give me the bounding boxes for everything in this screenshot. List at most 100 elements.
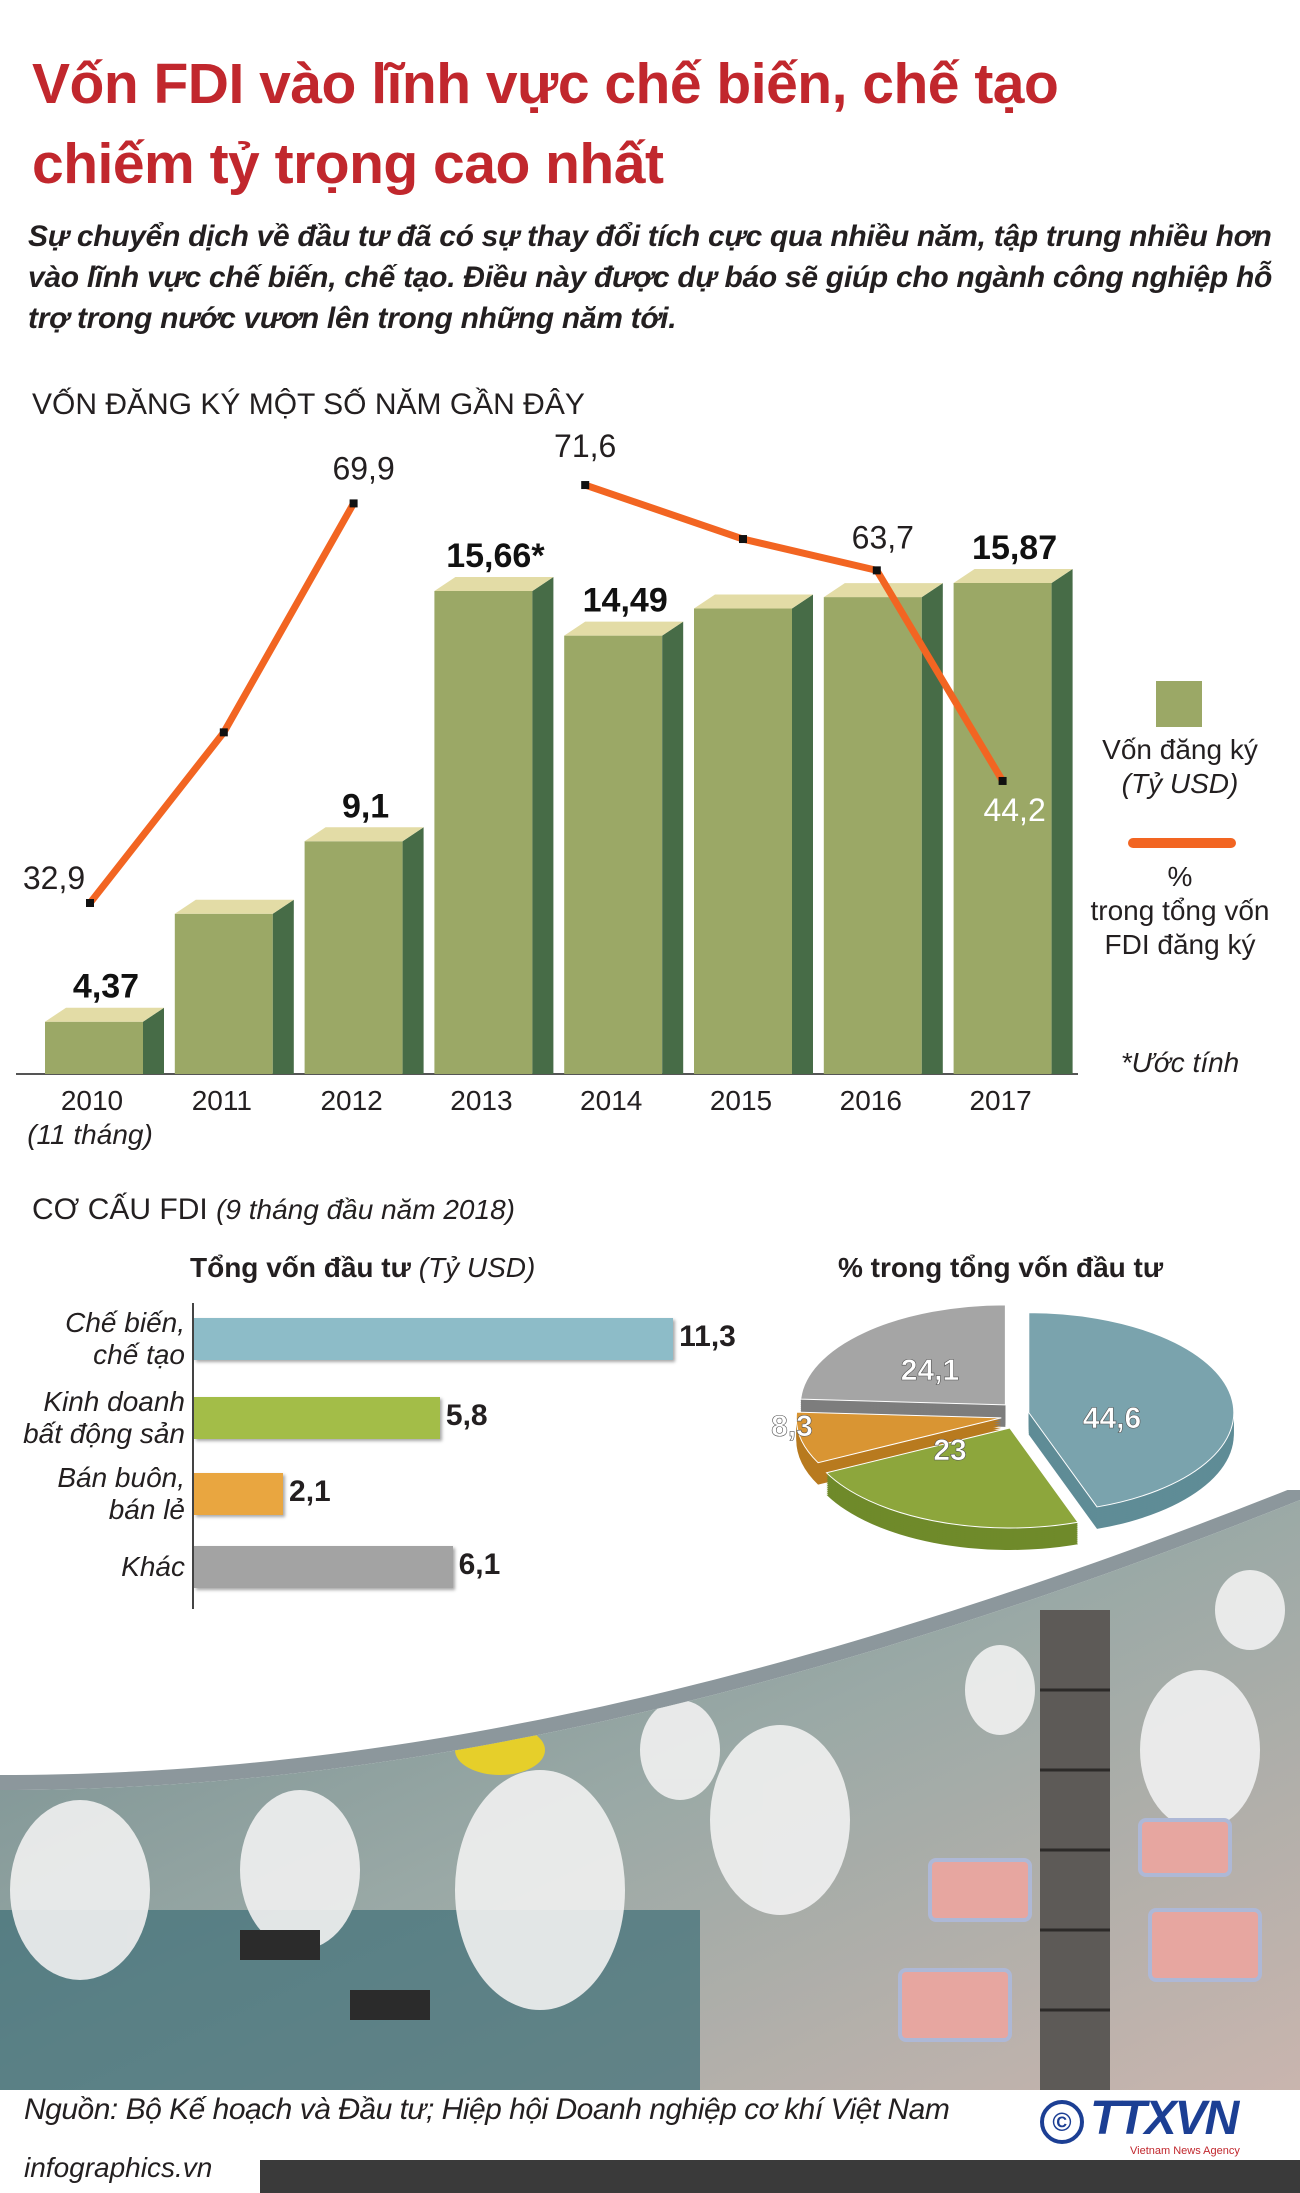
copyright-icon: ©: [1040, 2100, 1084, 2144]
pie-slice-2: [795, 1411, 1002, 1464]
category-line: bất động sản: [23, 1418, 185, 1449]
line-point-2012: [349, 499, 358, 508]
x-tick-note: (11 tháng): [27, 1119, 153, 1150]
bar-side-2010: [143, 1007, 164, 1074]
pie-label-3: 24,1: [901, 1354, 959, 1387]
x-tick-2014: 2014: [580, 1085, 642, 1116]
bar-top-2010: [45, 1007, 164, 1022]
category-line: Khác: [121, 1551, 185, 1582]
footer-band: [260, 2160, 1300, 2193]
hbar-value: 6,1: [458, 1548, 501, 1581]
ttxvn-logo-sub: Vietnam News Agency: [1130, 2145, 1240, 2157]
bar-side-2015: [792, 594, 813, 1074]
category-line: Bán buôn,: [57, 1462, 185, 1493]
legend-line-swatch: [1128, 838, 1236, 848]
hbar-category: Chế biến, chế tạo: [10, 1307, 185, 1371]
bar-2015: [694, 608, 792, 1074]
hbar-title: Tổng vốn đầu tư (Tỷ USD): [190, 1252, 536, 1283]
hbar-category: Khác: [10, 1551, 185, 1583]
line-point-2010: [86, 899, 94, 907]
x-tick-2015: 2015: [710, 1085, 772, 1116]
category-line: Kinh doanh: [43, 1386, 185, 1417]
intro-text: Sự chuyển dịch về đầu tư đã có sự thay đ…: [28, 220, 1273, 335]
bar-side-2011: [272, 899, 294, 1074]
pie-label-1: 23: [933, 1434, 966, 1467]
bar-side-2017: [1051, 568, 1073, 1074]
x-tick-2011: 2011: [192, 1085, 252, 1116]
category-line: bán lẻ: [108, 1494, 185, 1525]
footnote-estimate: *Ước tính: [1120, 1047, 1240, 1078]
line-label-2012: 69,9: [332, 450, 394, 486]
legend-bar-swatch: [1156, 681, 1202, 727]
category-line: Chế biến,: [65, 1307, 185, 1338]
hbar-value: 11,3: [679, 1320, 736, 1353]
x-tick-2017: 2017: [969, 1085, 1031, 1116]
bar-top-2015: [694, 594, 813, 609]
line-label-2010: 32,9: [23, 860, 85, 896]
bar-2010: [45, 1021, 143, 1074]
line-label-2016: 63,7: [852, 519, 914, 555]
bar-2013: [434, 590, 533, 1074]
x-tick-2012: 2012: [320, 1085, 382, 1116]
bar-side-2012: [402, 827, 424, 1074]
legend-bar-label: Vốn đăng ký (Tỷ USD): [1102, 734, 1258, 799]
bar-label-2013: 15,66*: [446, 537, 545, 575]
bar-side-2014: [662, 621, 684, 1074]
hbar-axis: [192, 1303, 194, 1609]
bar-2014: [564, 635, 663, 1074]
hbar-chart: Chế biến, chế tạo 11,3 Kinh doanh bất động s…: [0, 1295, 800, 1615]
bar-label-2014: 14,49: [583, 582, 668, 620]
hbar-bar: [194, 1473, 284, 1515]
pie-label-2: 8,3: [771, 1410, 813, 1443]
hbar-value: 2,1: [289, 1475, 331, 1508]
line-segment: [584, 481, 1006, 783]
ttxvn-logo: TTXVN: [1090, 2092, 1239, 2145]
section2-title: CƠ CẤU FDI (9 tháng đầu năm 2018): [32, 1193, 515, 1226]
line-point-2015: [739, 535, 747, 544]
bar-top-2011: [174, 899, 294, 914]
chart1-title: VỐN ĐĂNG KÝ MỘT SỐ NĂM GẦN ĐÂY: [32, 388, 585, 421]
bar-label-2012: 9,1: [342, 787, 389, 825]
page-title: Vốn FDI vào lĩnh vực chế biến, chế tạo c…: [32, 52, 1059, 196]
factory-workers-photo: [0, 1490, 1300, 2090]
pie-slice-1: [825, 1427, 1079, 1529]
line-label-2014: 71,6: [554, 430, 616, 464]
source-text: Nguồn: Bộ Kế hoạch và Đầu tư; Hiệp hội D…: [24, 2093, 950, 2126]
hbar-bar: [194, 1546, 453, 1588]
line-label-2017: 44,2: [983, 792, 1045, 828]
line-point-2016: [872, 566, 881, 575]
legend-line-label: % trong tổng vốn FDI đăng ký: [1090, 861, 1270, 960]
bar-label-2017: 15,87: [972, 529, 1057, 567]
site-name: infographics.vn: [24, 2152, 213, 2183]
line-point-2011: [219, 728, 228, 737]
pie-chart: 44,6 23 8,3 24,1: [771, 1304, 1235, 1550]
bar-2017: [953, 582, 1052, 1074]
pie-title: % trong tổng vốn đầu tư: [838, 1252, 1164, 1283]
pie-label-0: 44,6: [1083, 1402, 1141, 1435]
bar-label-2010: 4,37: [73, 968, 139, 1006]
hbar-bar: [194, 1318, 674, 1360]
hbar-category: Kinh doanh bất động sản: [10, 1386, 185, 1450]
bar-2011: [174, 913, 273, 1074]
hbar-value: 5,8: [445, 1399, 488, 1432]
line-point-2017: [998, 776, 1007, 785]
bar-top-2016: [823, 583, 943, 598]
x-tick-2013: 2013: [450, 1085, 512, 1116]
bar-top-2013: [434, 576, 554, 591]
x-tick-2010: 2010: [61, 1085, 123, 1116]
combo-chart: 4,37 2010 2011 9,1 2012 15,66* 2013 14,49 2014 20…: [16, 430, 1078, 1150]
bar-top-2017: [953, 568, 1073, 583]
bar-top-2012: [304, 827, 424, 842]
pie-slice-3: [800, 1304, 1006, 1406]
line-point-2014: [581, 481, 590, 490]
x-tick-2016: 2016: [840, 1085, 902, 1116]
bar-side-2016: [921, 583, 943, 1074]
bar-top-2014: [564, 621, 684, 636]
bar-2012: [304, 841, 403, 1074]
category-line: chế tạo: [93, 1339, 185, 1370]
hbar-category: Bán buôn, bán lẻ: [10, 1462, 185, 1526]
hbar-bar: [194, 1397, 440, 1439]
pie-slice-0: [1028, 1312, 1235, 1508]
bar-side-2013: [532, 576, 554, 1074]
bar-2016: [823, 597, 922, 1074]
